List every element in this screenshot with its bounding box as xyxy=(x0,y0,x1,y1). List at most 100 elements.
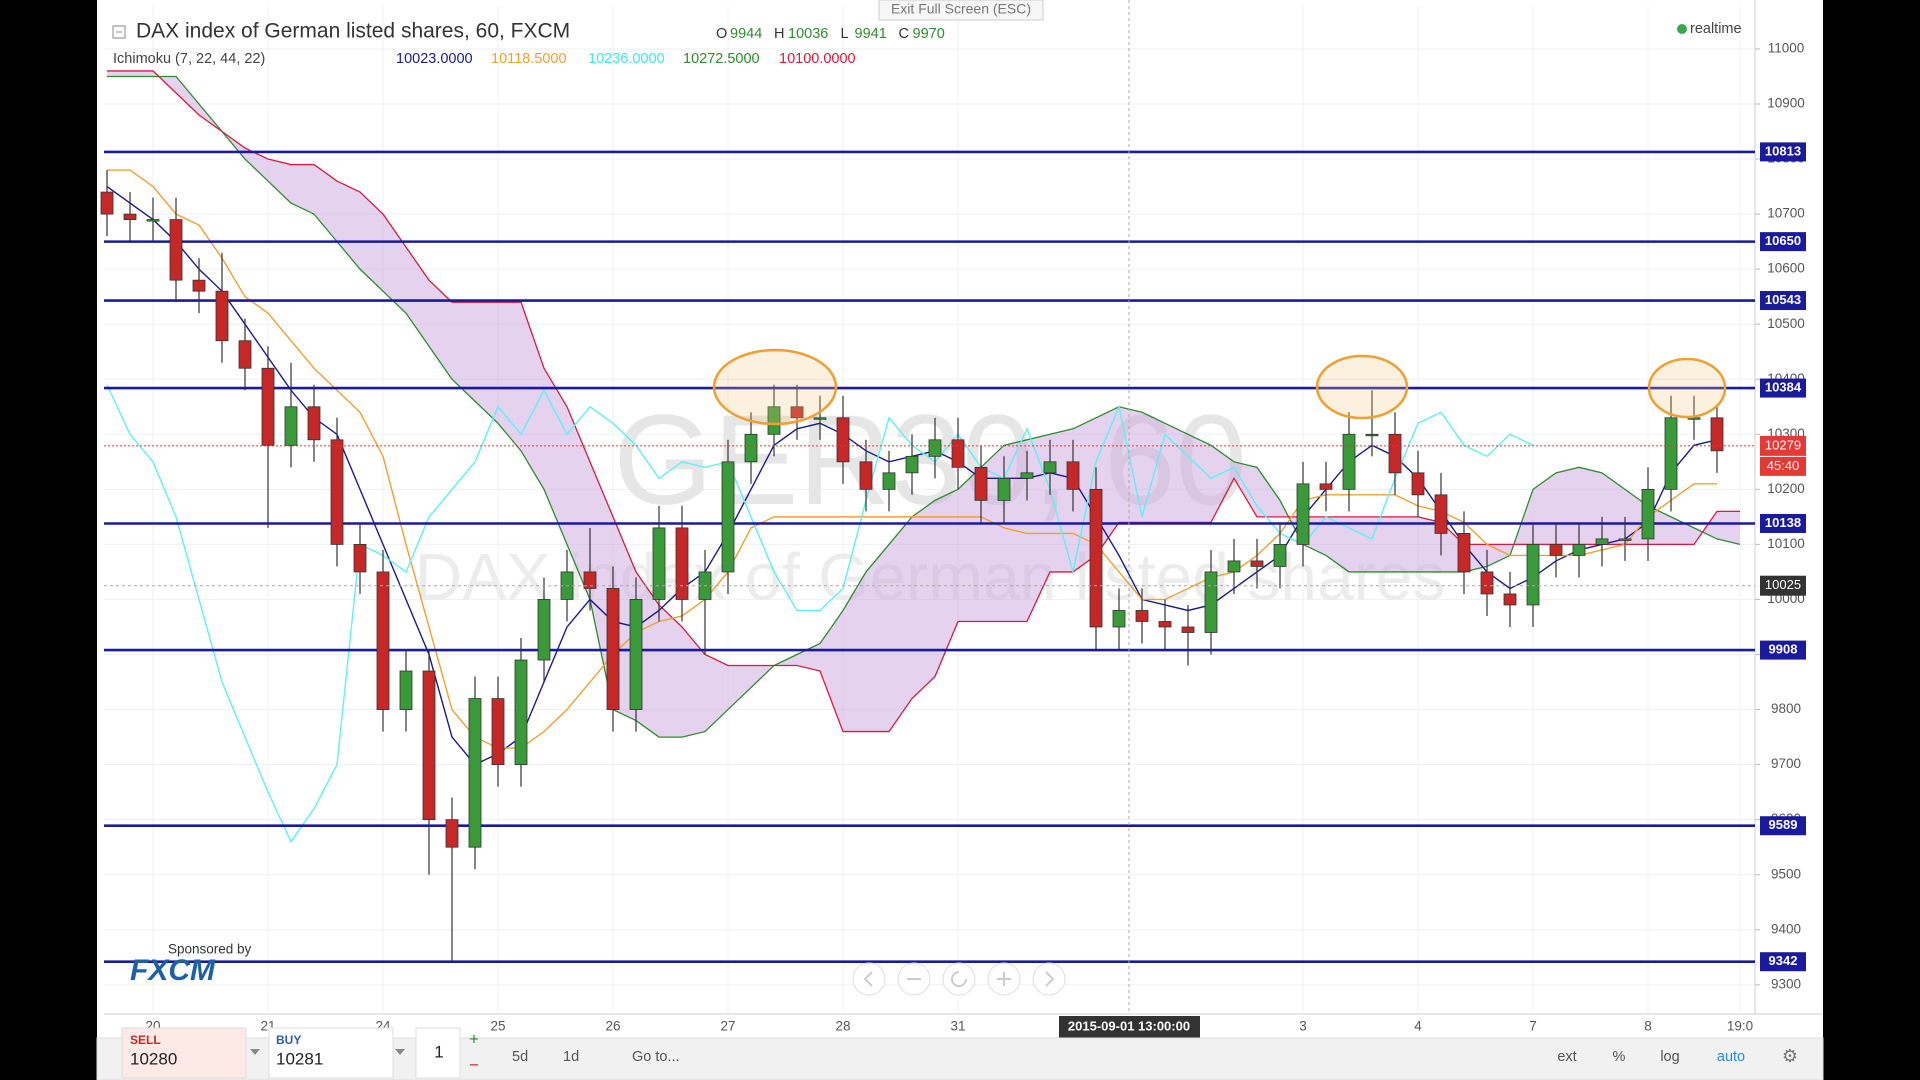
x-tick-label: 7 xyxy=(1529,1019,1537,1034)
last-price-box xyxy=(1760,435,1806,456)
candle-body xyxy=(1710,417,1724,452)
ichimoku-cloud xyxy=(107,70,1740,738)
candle-body xyxy=(1641,488,1655,540)
candle-body xyxy=(1089,488,1103,628)
candle-body xyxy=(215,290,229,342)
x-tick-label: 27 xyxy=(720,1019,735,1034)
candle-body xyxy=(859,461,873,490)
candle-body xyxy=(514,659,528,766)
option-button[interactable]: % xyxy=(1613,1049,1626,1065)
nav-left[interactable] xyxy=(852,962,886,996)
candle-body xyxy=(1296,483,1310,545)
x-tick-label: 28 xyxy=(835,1019,850,1034)
level-label-box xyxy=(1760,816,1806,836)
sponsor-brand: FXCM xyxy=(130,954,216,987)
level-label: 9589 xyxy=(1769,817,1798,832)
candle-body xyxy=(537,599,551,661)
nav-reset[interactable] xyxy=(942,962,976,996)
range-button[interactable]: Go to... xyxy=(632,1049,680,1065)
ohlc-key: L xyxy=(841,26,849,42)
option-button[interactable]: auto xyxy=(1717,1049,1745,1065)
candle-body xyxy=(606,588,620,710)
candle-body xyxy=(1227,560,1241,573)
candle-body xyxy=(1664,417,1678,490)
dropdown-icon[interactable] xyxy=(395,1049,405,1055)
candle-body xyxy=(1411,472,1425,496)
candle-body xyxy=(583,571,597,589)
level-label: 10813 xyxy=(1765,143,1801,158)
quantity-minus[interactable]: − xyxy=(469,1055,479,1074)
candle-body xyxy=(1020,472,1034,479)
last-price-label: 10279 xyxy=(1765,437,1801,452)
range-button[interactable]: 1d xyxy=(563,1049,579,1065)
level-label-box xyxy=(1760,952,1806,972)
highlight-ellipse xyxy=(1647,357,1727,419)
buy-price: 10281 xyxy=(276,1049,323,1068)
level-label-box xyxy=(1760,232,1806,252)
nav-icons xyxy=(863,971,1055,987)
y-tick-label: 9500 xyxy=(1771,866,1801,881)
ohlc-value: 9970 xyxy=(913,26,945,42)
indicator-value: 10272.5000 xyxy=(683,51,760,67)
y-tick-label: 10100 xyxy=(1767,536,1805,551)
x-tick-label: 19:0 xyxy=(1727,1019,1753,1034)
candle-body xyxy=(905,455,919,474)
y-tick-label: 10700 xyxy=(1767,206,1805,221)
candle-body xyxy=(376,571,390,710)
buy-button[interactable] xyxy=(268,1027,394,1079)
y-tick-label: 10600 xyxy=(1767,261,1805,276)
collapse-icon[interactable] xyxy=(112,25,126,39)
quantity-input[interactable] xyxy=(415,1027,461,1079)
sponsor-label: Sponsored by xyxy=(168,942,252,957)
axes: 9300940095009600970098009900100001010010… xyxy=(145,41,1806,1038)
quantity: 1 xyxy=(434,1042,443,1061)
quantity-plus[interactable]: + xyxy=(469,1029,479,1048)
level-label-box xyxy=(1760,291,1806,311)
range-button[interactable]: 5d xyxy=(512,1049,528,1065)
option-button[interactable]: ext xyxy=(1557,1049,1576,1065)
icon xyxy=(863,971,873,987)
indicator-value: 10118.5000 xyxy=(491,51,567,67)
candle-body xyxy=(1388,433,1402,474)
candle-body xyxy=(1181,626,1195,633)
nav-right[interactable] xyxy=(1032,962,1066,996)
candle-body xyxy=(721,461,735,573)
y-tick-label: 10500 xyxy=(1767,316,1805,331)
crosshair-price-label: 10025 xyxy=(1765,577,1801,592)
sell-button[interactable] xyxy=(121,1027,247,1079)
candle-body xyxy=(1480,571,1494,595)
candle-body xyxy=(1526,544,1540,606)
candle-body xyxy=(974,466,988,501)
candle-body xyxy=(629,599,643,710)
candle-body xyxy=(928,439,942,457)
candle-body xyxy=(790,406,804,419)
icon xyxy=(951,971,967,987)
crosshair-time-label: 2015-09-01 13:00:00 xyxy=(1068,1018,1190,1033)
ohlc-value: 9944 xyxy=(730,26,762,42)
option-button[interactable]: log xyxy=(1660,1049,1679,1065)
candle-body xyxy=(1066,461,1080,490)
x-tick-label: 4 xyxy=(1414,1019,1422,1034)
ohlc-key: O xyxy=(716,26,727,42)
exit-fullscreen[interactable] xyxy=(878,0,1044,21)
candle-body xyxy=(1457,532,1471,573)
level-label-box xyxy=(1760,513,1806,533)
candle-body xyxy=(1319,483,1333,490)
level-label: 10384 xyxy=(1765,379,1802,394)
candle-body xyxy=(169,219,183,281)
realtime-label: realtime xyxy=(1690,21,1742,37)
indicator-value: 10100.0000 xyxy=(779,51,856,67)
realtime-dot xyxy=(1677,24,1687,34)
candle-body xyxy=(767,406,781,435)
settings-icon[interactable]: ⚙ xyxy=(1782,1046,1798,1066)
candle-body xyxy=(123,213,137,221)
icon xyxy=(1045,971,1055,987)
candle-body xyxy=(353,544,367,573)
ohlc: O 9944 H 10036 L 9941 C 9970 xyxy=(716,26,945,42)
exit-fullscreen-label: Exit Full Screen (ESC) xyxy=(891,1,1031,17)
plot xyxy=(100,70,1755,964)
dropdown-icon[interactable] xyxy=(250,1049,260,1055)
indicator-line xyxy=(106,384,1534,844)
